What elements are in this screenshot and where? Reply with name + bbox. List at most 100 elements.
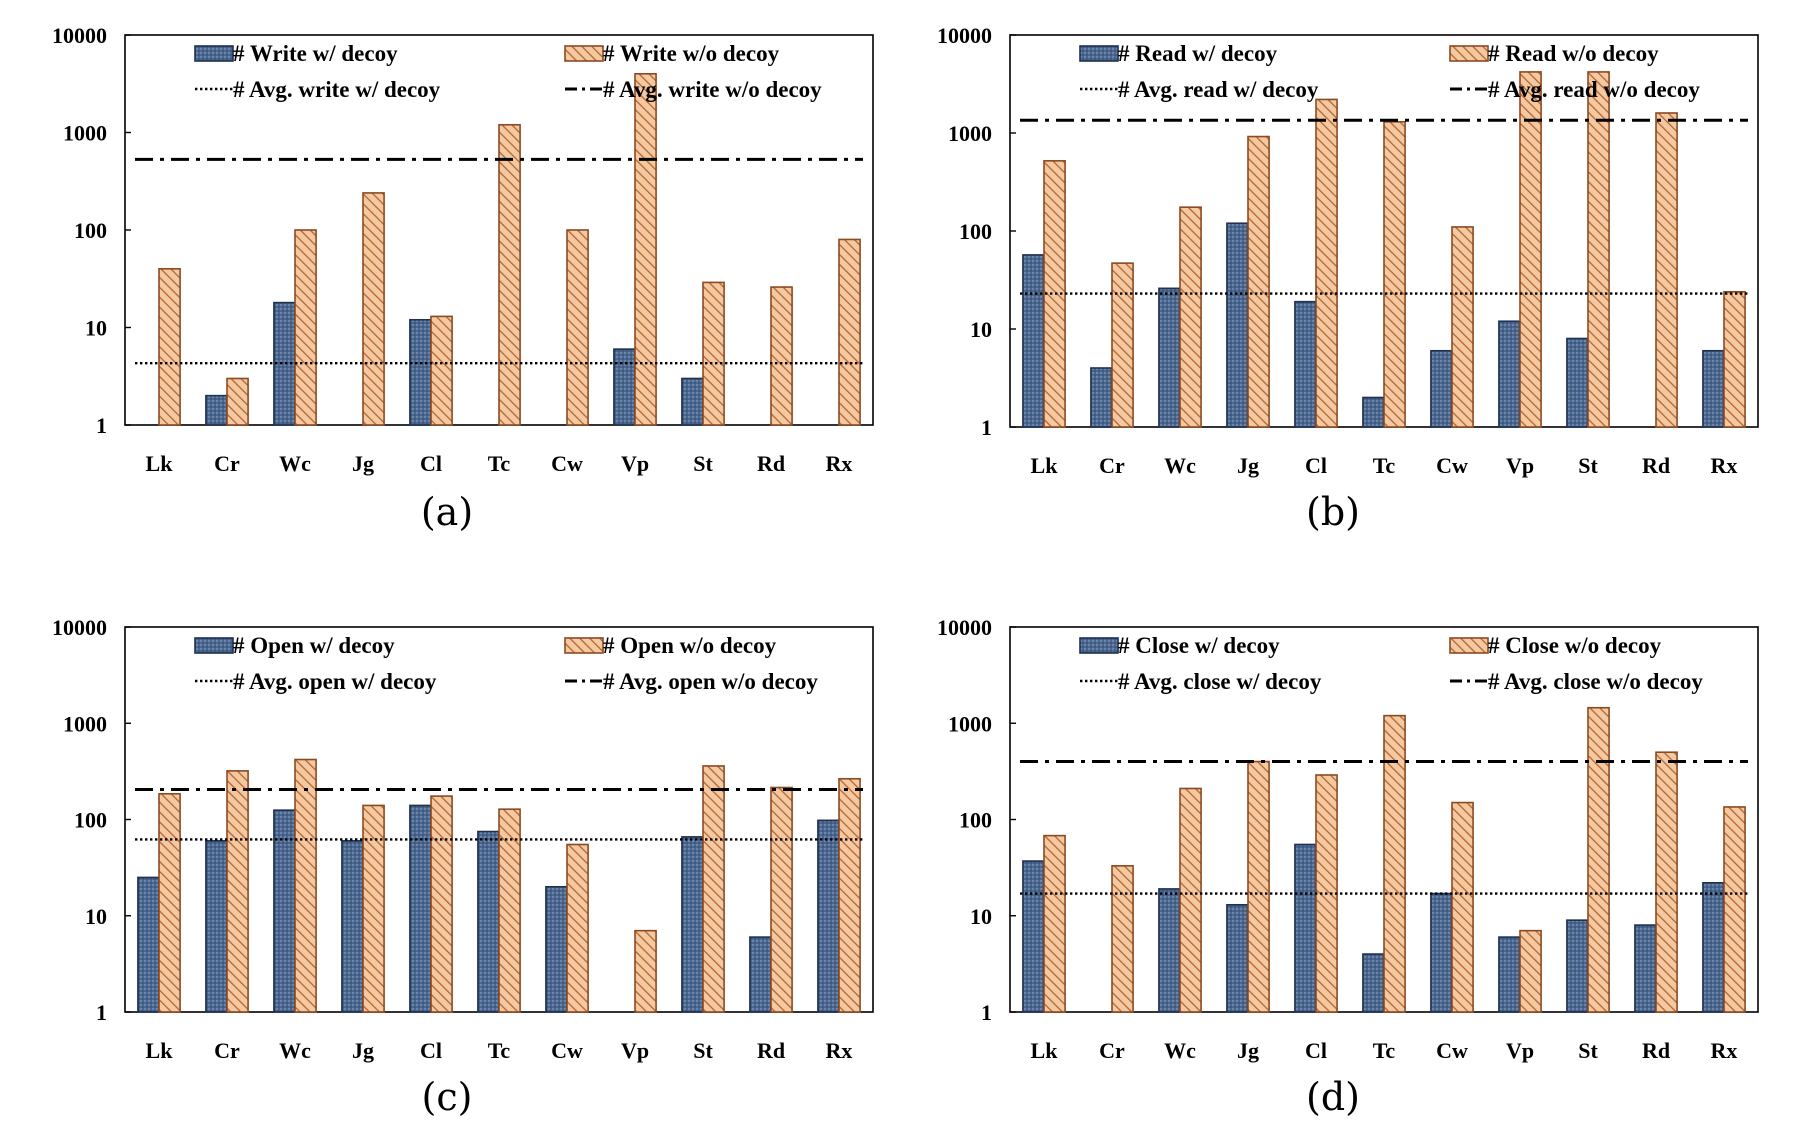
bar-with-decoy-Cw bbox=[1430, 892, 1453, 1013]
bar-with-decoy-Tc bbox=[1362, 396, 1385, 428]
legend-swatch bbox=[1079, 45, 1119, 62]
panel-caption: (d) bbox=[1306, 1075, 1360, 1119]
x-tick-label: Rd bbox=[757, 451, 785, 476]
x-tick-label: Lk bbox=[146, 451, 174, 476]
bar-with-decoy-Cr bbox=[1090, 367, 1113, 428]
bar-with-decoy-Wc bbox=[1158, 888, 1181, 1013]
bar-without-decoy-Wc bbox=[1179, 206, 1202, 428]
legend-label: # Avg. open w/ decoy bbox=[233, 669, 437, 694]
chart-panel-2: 1 10 100 1000 10000 Lk Cr Wc Jg Cl Tc Cw Vp St Rd Rx # O… bbox=[52, 615, 874, 1119]
bar-with-decoy-Rd bbox=[749, 936, 772, 1013]
bar-without-decoy-Tc bbox=[498, 123, 521, 426]
legend-label: # Avg. write w/o decoy bbox=[603, 77, 822, 102]
x-tick-label: Vp bbox=[1506, 453, 1534, 478]
bar-with-decoy-Cl bbox=[409, 318, 432, 426]
bar-without-decoy-Cl bbox=[1315, 98, 1338, 428]
x-tick-label: Cw bbox=[1436, 1038, 1468, 1063]
y-tick-label: 10 bbox=[970, 317, 992, 342]
bar-with-decoy-Rx bbox=[817, 819, 840, 1013]
bar-without-decoy-Lk bbox=[158, 267, 181, 426]
legend-label: # Close w/ decoy bbox=[1118, 633, 1280, 658]
bar-with-decoy-Lk bbox=[1022, 860, 1045, 1013]
panels: 1 10 100 1000 10000 Lk Cr Wc Jg Cl Tc Cw Vp St Rd Rx # W… bbox=[52, 23, 1759, 1119]
y-tick-label: 10000 bbox=[52, 615, 107, 640]
bar-without-decoy-Vp bbox=[1519, 929, 1542, 1013]
x-tick-label: Lk bbox=[146, 1038, 174, 1063]
legend-label: # Avg. open w/o decoy bbox=[603, 669, 818, 694]
bar-with-decoy-Cl bbox=[1294, 300, 1317, 428]
bar-with-decoy-Tc bbox=[477, 830, 500, 1013]
panel-caption: (b) bbox=[1306, 490, 1360, 534]
panel-caption: (c) bbox=[422, 1075, 473, 1119]
bar-with-decoy-Cw bbox=[1430, 349, 1453, 428]
x-tick-label: Tc bbox=[488, 451, 511, 476]
y-tick-label: 1 bbox=[96, 413, 107, 438]
bar-without-decoy-Rx bbox=[1723, 290, 1746, 428]
bar-with-decoy-Jg bbox=[1226, 222, 1249, 428]
bar-without-decoy-Vp bbox=[634, 929, 657, 1013]
x-tick-label: Tc bbox=[488, 1038, 511, 1063]
x-tick-label: St bbox=[693, 1038, 713, 1063]
bar-without-decoy-Rd bbox=[1655, 112, 1678, 428]
x-tick-label: Jg bbox=[352, 1038, 374, 1063]
bar-with-decoy-Vp bbox=[613, 348, 636, 426]
bar-without-decoy-Wc bbox=[1179, 787, 1202, 1013]
bar-with-decoy-St bbox=[1566, 337, 1589, 428]
y-tick-label: 1000 bbox=[948, 121, 992, 146]
legend-label: # Read w/ decoy bbox=[1118, 41, 1278, 66]
legend-label: # Avg. close w/ decoy bbox=[1118, 669, 1322, 694]
bar-without-decoy-Jg bbox=[362, 192, 385, 426]
legend-swatch bbox=[564, 637, 604, 654]
x-tick-label: St bbox=[1578, 1038, 1598, 1063]
bar-with-decoy-Wc bbox=[1158, 287, 1181, 428]
bar-without-decoy-St bbox=[702, 765, 725, 1013]
chart-panel-3: 1 10 100 1000 10000 Lk Cr Wc Jg Cl Tc Cw Vp St Rd Rx # C… bbox=[937, 615, 1759, 1119]
bar-without-decoy-Rx bbox=[1723, 806, 1746, 1013]
x-tick-label: Tc bbox=[1373, 1038, 1396, 1063]
bar-with-decoy-Rd bbox=[1634, 924, 1657, 1013]
bar-without-decoy-Jg bbox=[1247, 135, 1270, 428]
x-tick-label: Jg bbox=[1237, 1038, 1259, 1063]
x-tick-label: Cr bbox=[214, 451, 240, 476]
legend-label: # Open w/ decoy bbox=[233, 633, 395, 658]
bar-without-decoy-Cr bbox=[1111, 262, 1134, 428]
bar-without-decoy-Lk bbox=[158, 792, 181, 1013]
bar-without-decoy-Cl bbox=[430, 315, 453, 426]
x-tick-label: Vp bbox=[621, 451, 649, 476]
bar-with-decoy-St bbox=[681, 377, 704, 426]
bar-without-decoy-Jg bbox=[362, 804, 385, 1013]
bar-with-decoy-Rx bbox=[1702, 349, 1725, 428]
y-tick-label: 1000 bbox=[948, 711, 992, 736]
panel-caption: (a) bbox=[421, 490, 473, 534]
legend-label: # Open w/o decoy bbox=[603, 633, 777, 658]
x-tick-label: St bbox=[693, 451, 713, 476]
x-tick-label: Rd bbox=[1642, 453, 1670, 478]
bar-with-decoy-Vp bbox=[1498, 936, 1521, 1013]
x-tick-label: Rx bbox=[826, 451, 853, 476]
y-tick-label: 1 bbox=[96, 1000, 107, 1025]
bar-without-decoy-Tc bbox=[1383, 714, 1406, 1013]
bar-with-decoy-Vp bbox=[1498, 320, 1521, 428]
bar-with-decoy-Lk bbox=[1022, 254, 1045, 428]
x-tick-label: St bbox=[1578, 453, 1598, 478]
legend-swatch bbox=[194, 45, 234, 62]
legend-swatch bbox=[564, 45, 604, 62]
x-tick-label: Lk bbox=[1031, 453, 1059, 478]
bar-without-decoy-St bbox=[702, 281, 725, 426]
legend-swatch bbox=[1449, 45, 1489, 62]
bar-with-decoy-Cl bbox=[1294, 843, 1317, 1013]
bar-without-decoy-Cl bbox=[430, 795, 453, 1013]
bar-without-decoy-Rd bbox=[1655, 751, 1678, 1013]
x-tick-label: Lk bbox=[1031, 1038, 1059, 1063]
chart-panel-1: 1 10 100 1000 10000 Lk Cr Wc Jg Cl Tc Cw Vp St Rd Rx # R… bbox=[937, 23, 1759, 534]
x-tick-label: Wc bbox=[1164, 453, 1196, 478]
legend-label: # Write w/ decoy bbox=[233, 41, 398, 66]
bar-without-decoy-Cw bbox=[1451, 226, 1474, 428]
bar-with-decoy-Lk bbox=[137, 876, 160, 1013]
bar-with-decoy-St bbox=[1566, 919, 1589, 1013]
bar-without-decoy-Cr bbox=[226, 377, 249, 426]
x-tick-label: Rd bbox=[1642, 1038, 1670, 1063]
y-tick-label: 10000 bbox=[937, 615, 992, 640]
bar-without-decoy-Jg bbox=[1247, 760, 1270, 1013]
bar-without-decoy-Rx bbox=[838, 238, 861, 426]
